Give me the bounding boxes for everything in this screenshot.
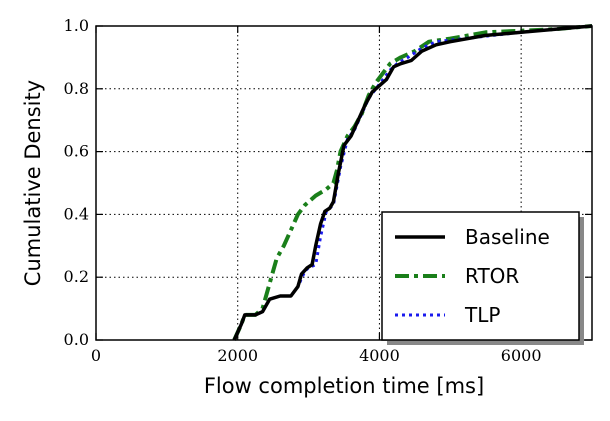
legend-label-rtor: RTOR <box>465 264 519 288</box>
axis-ticks: 0 2000 4000 6000 0.0 0.2 0.4 0.6 0.8 1.0 <box>64 16 592 365</box>
legend: Baseline RTOR TLP <box>381 211 584 345</box>
y-tick-label: 0.4 <box>64 204 89 223</box>
x-tick-label: 0 <box>91 346 101 365</box>
y-axis-label: Cumulative Density <box>21 80 45 286</box>
plot-frame <box>95 25 593 341</box>
x-axis-label: Flow completion time [ms] <box>204 374 484 398</box>
legend-label-tlp: TLP <box>464 303 500 327</box>
x-tick-label: 4000 <box>359 346 400 365</box>
series-line-rtor <box>232 24 593 341</box>
y-tick-label: 0.0 <box>64 330 89 349</box>
x-tick-label: 6000 <box>501 346 542 365</box>
y-tick-label: 1.0 <box>64 16 89 35</box>
y-tick-label: 0.2 <box>64 267 89 286</box>
y-tick-label: 0.8 <box>64 79 89 98</box>
x-tick-label: 2000 <box>217 346 258 365</box>
y-tick-label: 0.6 <box>64 142 89 161</box>
legend-label-baseline: Baseline <box>465 225 550 249</box>
series-line-baseline <box>232 24 593 341</box>
series-lines <box>232 24 593 341</box>
